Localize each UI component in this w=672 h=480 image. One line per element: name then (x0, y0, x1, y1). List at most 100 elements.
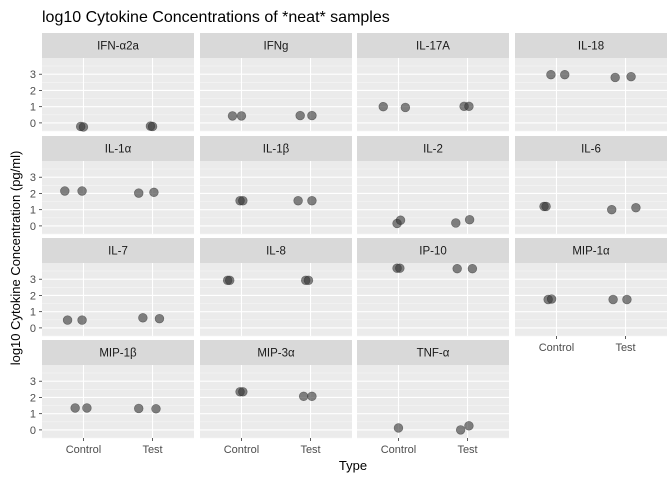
strip-mip-3 (200, 340, 352, 365)
strip-il-2 (357, 136, 509, 161)
y-axis-title: log10 Cytokine Concentration (pg/ml) (8, 151, 23, 366)
strip-label-il-7: IL-7 (108, 246, 128, 258)
data-point (393, 423, 404, 433)
x-tick-label: Control (66, 444, 101, 456)
data-point (464, 101, 474, 112)
strip-label-mip-3: MIP-3α (257, 348, 295, 360)
panel-background-il-17a (357, 58, 509, 131)
y-tick-label: 1 (30, 307, 36, 319)
strip-label-il-2: IL-2 (423, 144, 443, 156)
strip-mip-1 (515, 238, 667, 263)
strip-label-ifng: IFNg (264, 41, 289, 53)
data-point (560, 70, 570, 80)
y-tick-label: 2 (30, 188, 36, 200)
panel-background-il-18 (515, 58, 667, 131)
data-point (295, 110, 305, 121)
y-tick-label: 3 (30, 69, 36, 81)
panel-mip-3: MIP-3α Control Test (200, 340, 352, 456)
panel-il-6: IL-6 (515, 136, 667, 235)
data-point (464, 215, 475, 225)
data-point (78, 122, 89, 132)
strip-label-mip-1: MIP-1β (99, 348, 137, 360)
panel-background-il-8 (200, 263, 352, 336)
strip-il-1 (42, 136, 194, 161)
data-point (151, 404, 161, 414)
y-tick-label: 0 (30, 323, 36, 335)
panel-background-ifng (200, 58, 352, 131)
panel-background-mip-3 (200, 365, 352, 438)
data-point (134, 188, 144, 198)
data-point (60, 186, 70, 196)
panel-background-il-1 (42, 161, 194, 234)
data-point (293, 196, 303, 206)
panel-background-mip-1 (515, 263, 667, 336)
data-point (610, 72, 620, 83)
strip-label-il-1: IL-1α (105, 144, 132, 156)
y-tick-label: 2 (30, 85, 36, 97)
data-point (238, 387, 248, 397)
data-point (395, 263, 405, 273)
x-tick-label: Test (142, 444, 162, 456)
strip-ip-10 (357, 238, 509, 263)
data-point (303, 275, 314, 286)
data-point (298, 391, 309, 402)
strip-label-il-6: IL-6 (581, 144, 601, 156)
strip-tnf (357, 340, 509, 365)
x-tick-label: Control (224, 444, 259, 456)
data-point (631, 203, 641, 213)
panel-il-17a: IL-17A (357, 33, 509, 132)
y-tick-label: 1 (30, 102, 36, 114)
y-tick-label: 3 (30, 172, 36, 184)
x-tick-label: Test (300, 444, 320, 456)
data-point (307, 391, 317, 402)
data-point (546, 294, 557, 304)
data-point (149, 187, 159, 198)
strip-label-ip-10: IP-10 (419, 246, 447, 258)
x-tick-label: Control (381, 444, 416, 456)
data-point (227, 111, 238, 121)
panel-background-il-2 (357, 161, 509, 234)
panel-il-1: IL-1α 0 1 2 3 (30, 136, 194, 235)
strip-label-il-17a: IL-17A (416, 41, 450, 53)
strip-il-7 (42, 238, 194, 263)
y-tick-label: 3 (30, 274, 36, 286)
data-point (138, 313, 148, 323)
data-point (307, 110, 317, 121)
data-point (541, 201, 551, 212)
y-tick-label: 0 (30, 425, 36, 437)
panel-background-mip-1 (42, 365, 194, 438)
x-tick-label: Test (615, 342, 635, 354)
y-tick-label: 1 (30, 205, 36, 217)
data-point (607, 204, 617, 215)
data-point (77, 186, 87, 196)
panel-il-18: IL-18 (515, 33, 667, 132)
panel-background-il-1 (200, 161, 352, 234)
data-point (395, 215, 406, 225)
data-point (307, 196, 317, 206)
strip-il-8 (200, 238, 352, 263)
y-tick-label: 1 (30, 409, 36, 421)
data-point (62, 315, 73, 325)
strip-ifng (200, 33, 352, 58)
y-tick-label: 0 (30, 221, 36, 233)
data-point (378, 101, 388, 112)
panel-tnf: TNF-α Control Test (357, 340, 509, 456)
panel-il-2: IL-2 (357, 136, 509, 235)
panel-ifng: IFNg (200, 33, 352, 132)
data-point (225, 275, 235, 286)
panel-il-7: IL-7 0 1 2 3 (30, 238, 194, 337)
data-point (400, 102, 411, 113)
panel-ip-10: IP-10 (357, 238, 509, 337)
panel-ifn-2a: IFN-α2a 0 1 2 3 (30, 33, 194, 132)
data-point (464, 421, 474, 431)
data-point (154, 313, 165, 324)
data-point (238, 196, 248, 206)
strip-il-18 (515, 33, 667, 58)
data-point (622, 294, 632, 305)
strip-il-17a (357, 33, 509, 58)
strip-label-tnf: TNF-α (417, 348, 450, 360)
data-point (236, 111, 247, 121)
x-axis-title: Type (339, 458, 367, 473)
